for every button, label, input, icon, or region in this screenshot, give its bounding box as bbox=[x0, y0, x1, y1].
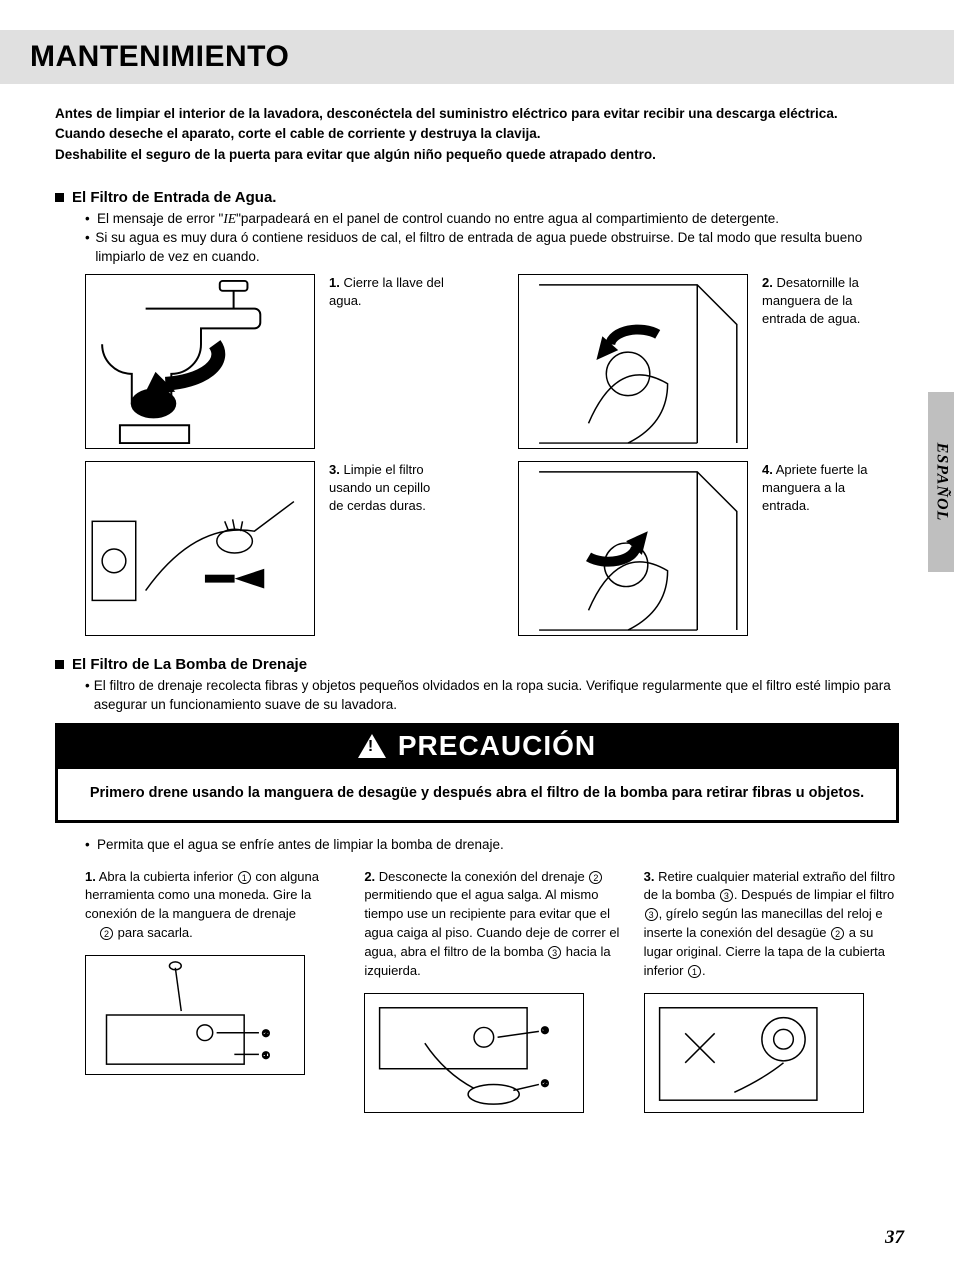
drain-step3-illustration bbox=[644, 993, 864, 1113]
bullet-dot-icon: • bbox=[85, 229, 95, 267]
drain-step2-illustration: ③ ② bbox=[364, 993, 584, 1113]
bullet-dot-icon: • bbox=[85, 677, 94, 715]
step3-text: 3. Limpie el filtro usando un cepillo de… bbox=[329, 461, 444, 636]
circled-3-icon: 3 bbox=[720, 889, 733, 902]
circled-3-icon: 3 bbox=[548, 946, 561, 959]
caution-body-box: Primero drene usando la manguera de desa… bbox=[55, 769, 899, 822]
inlet-filter-bullets: • El mensaje de error "IE"parpadeará en … bbox=[55, 210, 899, 267]
drain-step-3: 3. Retire cualquier material extraño del… bbox=[644, 868, 899, 1113]
drain-step1-illustration: ① ② bbox=[85, 955, 305, 1075]
step4-text: 4. Apriete fuerte la manguera a la entra… bbox=[762, 461, 877, 636]
circled-1-icon: 1 bbox=[688, 965, 701, 978]
page-title: MANTENIMIENTO bbox=[30, 40, 954, 74]
caution-title: PRECAUCIÓN bbox=[398, 730, 596, 762]
step1-faucet-illustration bbox=[85, 274, 315, 449]
language-label: ESPAÑOL bbox=[932, 443, 950, 522]
svg-text:②: ② bbox=[262, 1029, 270, 1039]
section-heading-drain-pump: El Filtro de La Bomba de Drenaje bbox=[55, 656, 899, 673]
step3-brush-illustration bbox=[85, 461, 315, 636]
drain-step-2: 2. Desconecte la conexión del drenaje 2 … bbox=[364, 868, 619, 1113]
language-side-tab: ESPAÑOL bbox=[928, 392, 954, 572]
step2-unscrew-illustration bbox=[518, 274, 748, 449]
step1-text: 1. Cierre la llave del agua. bbox=[329, 274, 444, 449]
title-band: MANTENIMIENTO bbox=[0, 30, 954, 84]
circled-2-icon: 2 bbox=[100, 927, 113, 940]
error-code: IE bbox=[223, 211, 236, 226]
bullet-dot-icon: • bbox=[85, 210, 97, 229]
circled-1-icon: 1 bbox=[238, 871, 251, 884]
circled-2-icon: 2 bbox=[589, 871, 602, 884]
cooldown-note: • Permita que el agua se enfríe antes de… bbox=[55, 837, 899, 852]
svg-text:③: ③ bbox=[541, 1025, 549, 1035]
inlet-filter-steps-grid: 1. Cierre la llave del agua. 2. Desatorn… bbox=[55, 274, 899, 636]
caution-header-bar: PRECAUCIÓN bbox=[55, 723, 899, 769]
step2-text: 2. Desatornille la manguera de la entrad… bbox=[762, 274, 877, 449]
page-number: 37 bbox=[885, 1227, 904, 1249]
page-content: Antes de limpiar el interior de la lavad… bbox=[0, 84, 954, 1113]
drain-pump-bullets: • El filtro de drenaje recolecta fibras … bbox=[55, 677, 899, 715]
intro-paragraph: Antes de limpiar el interior de la lavad… bbox=[55, 104, 899, 165]
svg-text:①: ① bbox=[262, 1050, 270, 1060]
warning-triangle-icon bbox=[358, 734, 386, 758]
drain-steps-grid: 1. Abra la cubierta inferior 1 con algun… bbox=[55, 868, 899, 1113]
step4-tighten-illustration bbox=[518, 461, 748, 636]
svg-text:②: ② bbox=[541, 1078, 549, 1088]
drain-step-1: 1. Abra la cubierta inferior 1 con algun… bbox=[85, 868, 340, 1113]
square-bullet-icon bbox=[55, 660, 64, 669]
section-heading-inlet-filter: El Filtro de Entrada de Agua. bbox=[55, 189, 899, 206]
circled-2-icon: 2 bbox=[831, 927, 844, 940]
circled-3-icon: 3 bbox=[645, 908, 658, 921]
bullet-dot-icon: • bbox=[85, 837, 97, 852]
square-bullet-icon bbox=[55, 193, 64, 202]
